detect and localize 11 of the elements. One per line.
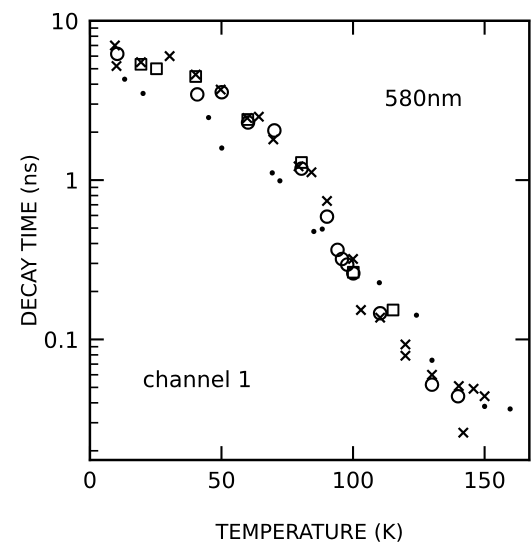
x-axis-title: TEMPERATURE (K) [216, 523, 402, 542]
y-axis-title: DECAY TIME (ns) [20, 156, 40, 325]
x-tick-label: 150 [466, 472, 504, 488]
annotation: 580nm [386, 89, 461, 106]
y-tick-label: 0.1 [44, 331, 77, 348]
y-tick-label: 10 [52, 12, 78, 30]
y-tick-label: 1 [67, 172, 77, 189]
x-tick-label: 0 [84, 472, 96, 488]
x-tick-label: 50 [209, 472, 234, 488]
x-tick-label: 100 [334, 472, 373, 488]
annotation: channel 1 [144, 370, 250, 388]
